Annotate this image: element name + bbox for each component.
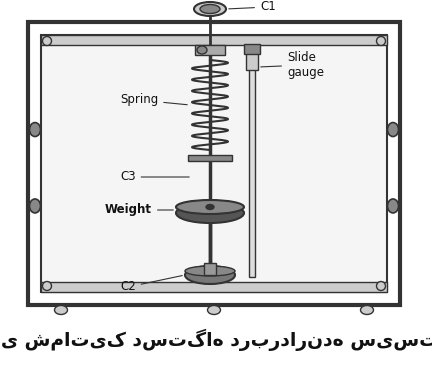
- Bar: [41, 282, 387, 292]
- Text: C2: C2: [120, 276, 182, 293]
- Ellipse shape: [197, 46, 207, 54]
- Ellipse shape: [388, 122, 398, 137]
- Ellipse shape: [42, 282, 51, 290]
- Bar: [246, 52, 258, 70]
- Text: C1: C1: [229, 0, 276, 13]
- Text: C3: C3: [120, 171, 189, 184]
- Text: Spring: Spring: [120, 94, 187, 107]
- Ellipse shape: [54, 306, 67, 314]
- Bar: [41, 35, 387, 45]
- Bar: [204, 263, 216, 275]
- Bar: [41, 35, 387, 292]
- Ellipse shape: [200, 4, 220, 13]
- Ellipse shape: [207, 306, 220, 314]
- Bar: [188, 155, 232, 161]
- Ellipse shape: [29, 122, 41, 137]
- Ellipse shape: [176, 203, 244, 223]
- Ellipse shape: [42, 37, 51, 46]
- Bar: [28, 22, 400, 305]
- Text: Slide
gauge: Slide gauge: [261, 51, 324, 79]
- Bar: [195, 45, 225, 55]
- Ellipse shape: [360, 306, 374, 314]
- Ellipse shape: [388, 199, 398, 213]
- Ellipse shape: [29, 199, 41, 213]
- Ellipse shape: [185, 266, 235, 284]
- Ellipse shape: [185, 266, 235, 276]
- Bar: [244, 44, 260, 54]
- Text: شکل ۲ – نمای شماتیک دستگاه دربردارنده سیستم جرم و فنر: شکل ۲ – نمای شماتیک دستگاه دربردارنده سی…: [0, 329, 432, 351]
- Ellipse shape: [194, 2, 226, 16]
- Text: Weight: Weight: [105, 204, 173, 216]
- Ellipse shape: [176, 200, 244, 214]
- Ellipse shape: [377, 37, 385, 46]
- Ellipse shape: [377, 282, 385, 290]
- Ellipse shape: [206, 205, 214, 209]
- Bar: [249, 47, 255, 277]
